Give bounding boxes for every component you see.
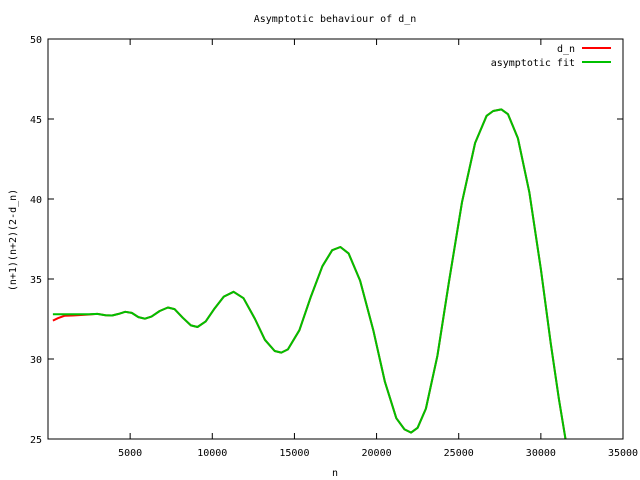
y-tick-label: 45 [30,115,42,126]
y-tick-label: 40 [30,195,42,206]
x-tick-label: 35000 [608,448,638,459]
y-tick-label: 50 [30,35,42,46]
legend-label: asymptotic fit [491,58,575,69]
x-tick-label: 5000 [118,448,142,459]
x-tick-label: 10000 [197,448,227,459]
series-line-asymptotic-fit [52,108,567,439]
chart-title: Asymptotic behaviour of d_n [254,14,417,25]
y-tick-label: 25 [30,435,42,446]
x-tick-label: 30000 [526,448,556,459]
x-tick-label: 15000 [279,448,309,459]
x-tick-label: 20000 [362,448,392,459]
legend-label: d_n [557,44,575,55]
y-tick-label: 30 [30,355,42,366]
series-line-d-n [52,108,567,439]
y-tick-label: 35 [30,275,42,286]
legend: d_n asymptotic fit [491,44,611,69]
plot-frame [47,38,624,440]
y-axis-label: (n+1)(n+2)(2-d_n) [8,189,19,291]
x-tick-label: 25000 [444,448,474,459]
x-axis-label: n [332,468,338,479]
